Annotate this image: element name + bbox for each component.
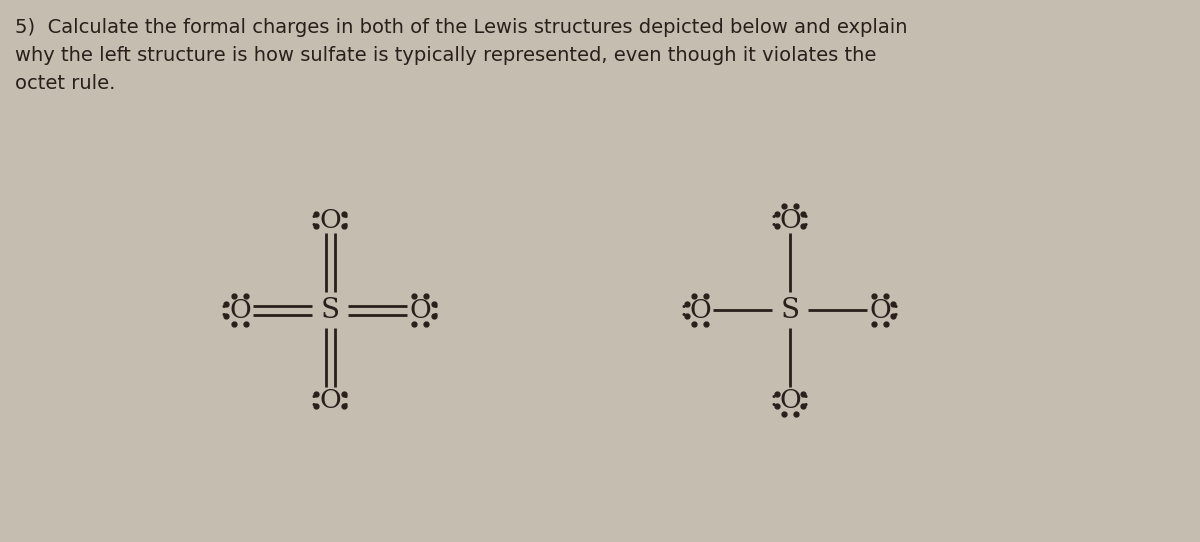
- Text: O: O: [869, 298, 890, 322]
- Text: :: :: [892, 299, 900, 321]
- Text: :: :: [310, 209, 318, 231]
- Text: :: :: [220, 299, 228, 321]
- Text: S: S: [780, 296, 799, 324]
- Text: O: O: [229, 298, 251, 322]
- Text: O: O: [779, 208, 800, 233]
- Text: :: :: [770, 389, 778, 411]
- Text: O: O: [319, 208, 341, 233]
- Text: O: O: [779, 388, 800, 412]
- Text: O: O: [319, 388, 341, 412]
- Text: :: :: [432, 299, 440, 321]
- Text: :: :: [770, 209, 778, 231]
- Text: :: :: [802, 389, 810, 411]
- Text: O: O: [689, 298, 710, 322]
- Text: 5)  Calculate the formal charges in both of the Lewis structures depicted below : 5) Calculate the formal charges in both …: [14, 18, 907, 93]
- Text: :: :: [310, 389, 318, 411]
- Text: O: O: [409, 298, 431, 322]
- Text: :: :: [802, 209, 810, 231]
- Text: S: S: [320, 296, 340, 324]
- Text: :: :: [342, 209, 350, 231]
- Text: :: :: [680, 299, 688, 321]
- Text: :: :: [342, 389, 350, 411]
